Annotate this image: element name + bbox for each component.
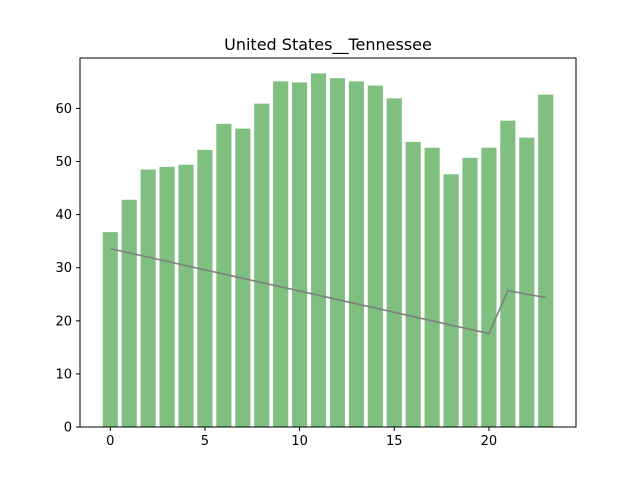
bar-18 xyxy=(443,174,459,427)
x-tick-label-20: 20 xyxy=(481,434,498,449)
x-tick-label-15: 15 xyxy=(386,434,403,449)
y-tick-label-20: 20 xyxy=(55,314,72,329)
bar-17 xyxy=(424,147,440,428)
bar-1 xyxy=(121,199,137,427)
bar-8 xyxy=(254,103,270,427)
bar-12 xyxy=(329,78,346,428)
x-tick-label-0: 0 xyxy=(106,434,114,449)
chart-title: United States__Tennessee xyxy=(224,35,432,55)
bar-22 xyxy=(519,137,535,427)
bar-2 xyxy=(140,169,156,427)
bar-0 xyxy=(102,232,118,427)
y-tick-label-10: 10 xyxy=(55,367,72,382)
bar-9 xyxy=(273,81,289,428)
x-tick-label-10: 10 xyxy=(291,434,308,449)
bar-4 xyxy=(178,164,194,427)
bar-series xyxy=(102,73,554,428)
bar-11 xyxy=(310,73,327,428)
y-tick-label-40: 40 xyxy=(55,208,72,223)
bar-19 xyxy=(462,157,478,427)
x-axis: 0 5 10 15 20 xyxy=(106,427,497,449)
bar-15 xyxy=(386,98,402,427)
bar-3 xyxy=(159,166,175,427)
y-tick-label-0: 0 xyxy=(64,421,72,436)
bar-20 xyxy=(481,147,497,428)
bar-6 xyxy=(216,123,232,427)
y-tick-label-50: 50 xyxy=(55,155,72,170)
plot-area-frame xyxy=(79,57,577,428)
bar-5 xyxy=(197,149,213,427)
bar-13 xyxy=(348,81,364,428)
bar-14 xyxy=(367,85,383,428)
bar-21 xyxy=(500,120,516,428)
bar-10 xyxy=(292,82,308,428)
trend-line xyxy=(110,247,546,335)
line-series xyxy=(110,247,546,335)
y-tick-label-30: 30 xyxy=(55,261,72,276)
bar-16 xyxy=(405,141,421,427)
y-tick-label-60: 60 xyxy=(55,102,72,117)
bar-23 xyxy=(538,94,554,427)
y-axis: 0 10 20 30 40 50 60 xyxy=(55,102,80,436)
x-tick-label-5: 5 xyxy=(201,434,209,449)
